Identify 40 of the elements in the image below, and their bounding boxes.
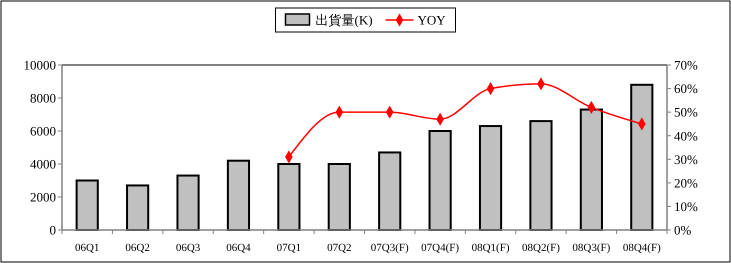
x-tick-label: 07Q3(F)	[370, 242, 409, 254]
bar	[176, 174, 200, 231]
x-tick-label: 07Q4(F)	[421, 242, 460, 254]
y-tick-label: 10000	[24, 58, 56, 73]
y2-tick-label: 20%	[674, 175, 698, 190]
x-tick-label: 08Q4(F)	[622, 242, 662, 254]
y-tick-label: 6000	[30, 124, 56, 139]
y2-tick-label: 0%	[674, 222, 692, 238]
y-tick-label: 0	[50, 222, 56, 238]
y-tick-label: 8000	[30, 90, 56, 106]
legend-label: 出貨量(K)	[316, 12, 373, 28]
bar	[126, 184, 150, 231]
x-tick-label: 06Q1	[74, 242, 100, 254]
y2-tick-label: 60%	[674, 81, 698, 96]
x-tick-label: 08Q3(F)	[572, 242, 611, 254]
x-tick-label: 08Q2(F)	[522, 242, 560, 254]
bar	[428, 130, 452, 231]
x-tick-label: 07Q1	[276, 242, 302, 254]
x-tick-label: 06Q3	[176, 242, 201, 254]
bar	[226, 160, 250, 231]
bar	[529, 120, 553, 231]
bar	[478, 125, 502, 231]
bar	[277, 163, 300, 231]
y2-tick-label: 10%	[674, 198, 698, 214]
y-tick-label: 2000	[30, 190, 56, 205]
legend-label: YOY	[418, 12, 446, 28]
bar	[76, 180, 99, 231]
x-tick-label: 08Q1(F)	[472, 242, 510, 254]
y2-tick-label: 70%	[674, 58, 698, 73]
bar	[328, 163, 351, 231]
x-tick-label: 06Q2	[125, 242, 150, 254]
bar	[378, 151, 402, 231]
y-tick-label: 4000	[30, 156, 56, 172]
y2-tick-label: 40%	[674, 128, 698, 144]
bar	[580, 108, 603, 231]
y2-tick-label: 30%	[674, 152, 698, 167]
y2-tick-label: 50%	[674, 104, 698, 120]
bar	[630, 84, 654, 231]
x-tick-label: 07Q2	[327, 242, 352, 254]
x-tick-label: 06Q4	[226, 242, 252, 254]
